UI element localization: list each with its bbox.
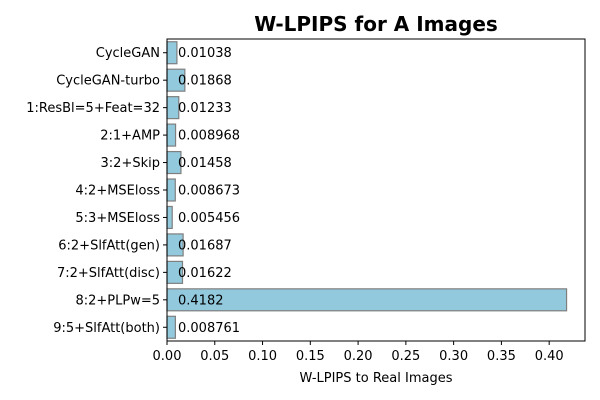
- bar: [166, 315, 176, 339]
- x-tick-label: 0.25: [391, 349, 420, 364]
- axes-layer: CycleGAN CycleGAN-turbo 1:ResBl=5+Feat=32 2…: [26, 38, 586, 364]
- x-axis-label: W-LPIPS to Real Images: [300, 371, 453, 386]
- bar: [166, 288, 568, 312]
- plot-frame: [166, 38, 586, 342]
- data-label: 0.01687: [178, 238, 232, 253]
- data-label: 0.01038: [178, 46, 232, 61]
- y-tick-label: 8:2+PLPw=5: [75, 293, 160, 308]
- data-label: 0.01868: [178, 74, 232, 89]
- chart-title: W-LPIPS for A Images: [254, 12, 498, 36]
- x-tick-label: 0.20: [344, 349, 373, 364]
- y-tick-label: 2:1+AMP: [100, 129, 160, 144]
- y-tick-label: CycleGAN-turbo: [56, 74, 160, 89]
- data-label: 0.008968: [178, 129, 240, 144]
- y-tick-label: 4:2+MSEloss: [75, 184, 160, 199]
- x-tick-label: 0.15: [296, 349, 325, 364]
- data-label: 0.01622: [178, 266, 232, 281]
- y-tick-label: 6:2+SlfAtt(gen): [58, 238, 160, 253]
- bar: [166, 41, 178, 65]
- bars-layer: 0.01038 0.01868 0.01233 0.008968 0.01458 0.00…: [166, 41, 568, 339]
- x-tick-label: 0.35: [487, 349, 516, 364]
- y-tick-label: 3:2+Skip: [101, 156, 160, 171]
- data-label: 0.01233: [178, 101, 232, 116]
- y-tick-label: 1:ResBl=5+Feat=32: [26, 101, 160, 116]
- y-tick-label: 9:5+SlfAtt(both): [53, 321, 160, 336]
- data-label: 0.008761: [178, 321, 240, 336]
- data-label: 0.4182: [178, 293, 224, 308]
- data-label: 0.008673: [178, 184, 240, 199]
- y-tick-label: CycleGAN: [96, 46, 160, 61]
- data-label: 0.01458: [178, 156, 232, 171]
- bar: [166, 123, 177, 147]
- x-tick-label: 0.05: [200, 349, 229, 364]
- bar: [166, 96, 180, 120]
- x-tick-label: 0.10: [248, 349, 277, 364]
- x-tick-label: 0.40: [535, 349, 564, 364]
- x-tick-label: 0.30: [439, 349, 468, 364]
- bar: [166, 205, 173, 230]
- bar: [166, 178, 176, 202]
- y-tick-label: 7:2+SlfAtt(disc): [57, 266, 160, 281]
- data-label: 0.005456: [178, 211, 240, 226]
- y-tick-label: 5:3+MSEloss: [75, 211, 160, 226]
- x-tick-label: 0.00: [153, 349, 182, 364]
